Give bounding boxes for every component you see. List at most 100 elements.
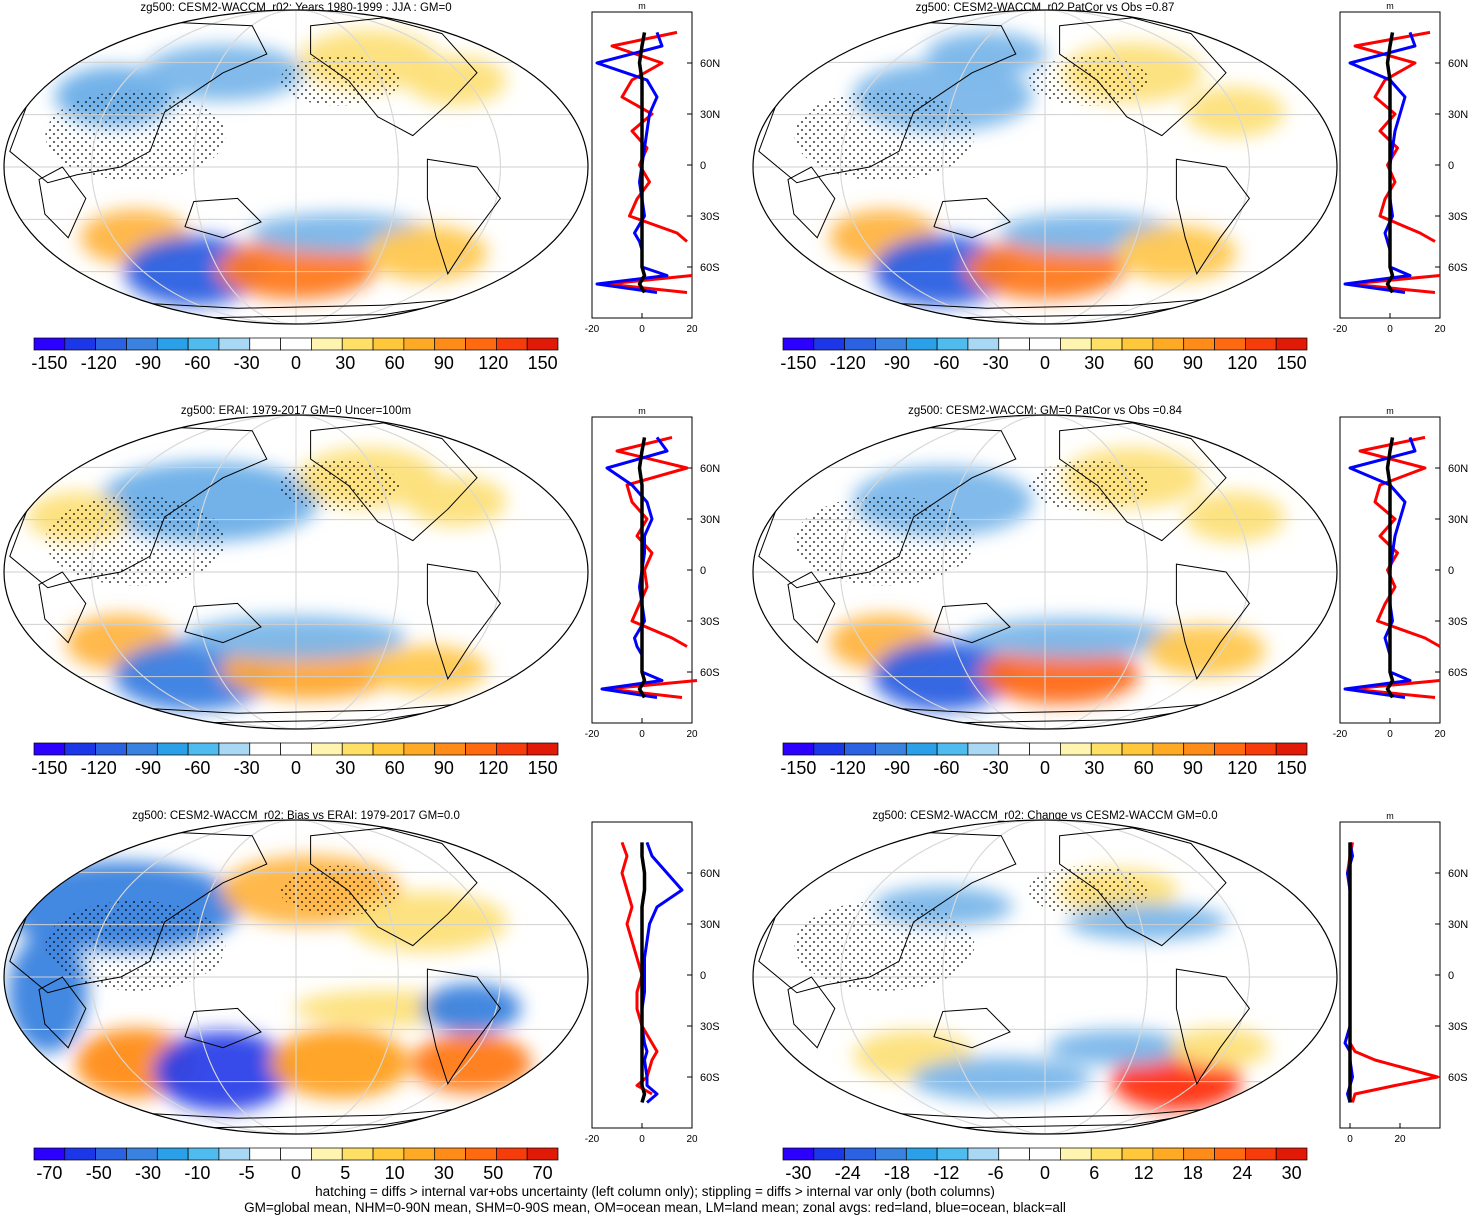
profile-ytick-label: 30N [700, 109, 720, 121]
field-anomaly [153, 1031, 293, 1112]
colorbar-tick-label: -90 [884, 758, 910, 778]
colorbar-swatch [95, 742, 127, 756]
colorbar-swatch [1121, 1147, 1154, 1161]
profile-ytick-label: 30N [1448, 919, 1468, 931]
coastline [933, 1007, 1011, 1049]
colorbar: -150 -120 -90 -60 -30 0 30 60 90 120 150 [780, 742, 1308, 778]
colorbar-tick-label: -24 [835, 1163, 861, 1183]
footer-note-hatching: hatching = diffs > internal var+obs unce… [315, 1184, 995, 1199]
coastline [787, 166, 836, 239]
profile-xtick-label: -20 [585, 1134, 600, 1145]
map-plot [3, 9, 589, 325]
colorbar-swatch [187, 337, 220, 351]
coastline [787, 976, 836, 1049]
colorbar-swatch [496, 1147, 528, 1161]
colorbar-swatch [1152, 742, 1185, 756]
colorbar-tick-label: -90 [135, 758, 161, 778]
colorbar-swatch [1121, 337, 1154, 351]
field-anomaly [964, 617, 1185, 658]
colorbar-tick-label: -30 [785, 1163, 811, 1183]
colorbar-tick-label: -10 [184, 1163, 210, 1183]
colorbar-tick-label: -150 [31, 353, 67, 373]
map-field [753, 415, 1337, 729]
map-field [4, 415, 588, 729]
stippling [1028, 460, 1149, 511]
colorbar-swatch [280, 337, 312, 351]
colorbar-swatch [434, 1147, 466, 1161]
colorbar-tick-label: -150 [780, 758, 816, 778]
profile-ytick-label: 0 [700, 970, 706, 982]
map-field [753, 10, 1337, 324]
colorbar-swatch [187, 742, 220, 756]
map-field [4, 10, 588, 324]
panel-bias: zg500: CESM2-WACCM_r02: Bias vs ERAI: 19… [3, 810, 720, 1183]
colorbar-swatch [311, 742, 343, 756]
profile-ytick-label: 0 [1448, 970, 1454, 982]
colorbar-tick-label: -6 [988, 1163, 1004, 1183]
panel-title: zg500: CESM2-WACCM_r02: Bias vs ERAI: 19… [132, 810, 460, 822]
colorbar-swatch [875, 337, 907, 351]
panel-title: zg500: CESM2-WACCM: GM=0 PatCor vs Obs =… [908, 405, 1182, 417]
zonal-profile: 60N 30N 0 30S 60S 0 20 m [1339, 811, 1468, 1145]
coastline [933, 197, 1011, 239]
colorbar-swatch [1152, 1147, 1185, 1161]
profile-ytick-label: 60S [1448, 1072, 1468, 1084]
colorbar-swatch [156, 1147, 189, 1161]
colorbar-tick-label: 0 [291, 1163, 301, 1183]
coastline [1059, 422, 1227, 542]
colorbar-tick-label: 0 [291, 353, 301, 373]
coastline [1175, 563, 1251, 680]
colorbar-swatch [1060, 1147, 1092, 1161]
longitude-gridline [942, 10, 1148, 324]
colorbar-tick-label: 0 [1040, 353, 1050, 373]
profile-ytick-label: 60N [1448, 463, 1468, 475]
profile-ytick-label: 60S [700, 667, 720, 679]
longitude-gridline [942, 415, 1148, 729]
colorbar-swatch [526, 337, 559, 351]
profile-ytick-label: 0 [1448, 160, 1454, 172]
profile-ytick-label: 60N [700, 58, 720, 70]
field-anomaly [269, 1028, 410, 1099]
colorbar-swatch [1029, 337, 1061, 351]
colorbar-swatch [33, 337, 66, 351]
longitude-gridline [840, 415, 1250, 729]
colorbar-swatch [782, 1147, 815, 1161]
field-anomaly [1116, 225, 1237, 282]
colorbar-tick-label: -60 [184, 758, 210, 778]
colorbar-tick-label: 30 [434, 1163, 454, 1183]
profile-land-line [1346, 842, 1439, 1103]
colorbar-swatch [1060, 337, 1092, 351]
colorbar-swatch [936, 742, 969, 756]
profile-ytick-label: 30N [700, 919, 720, 931]
profile-ytick-label: 0 [1448, 565, 1454, 577]
map-plot [752, 414, 1338, 730]
profile-ytick-label: 30S [700, 616, 720, 628]
colorbar-tick-label: 150 [1277, 758, 1307, 778]
stippling [45, 495, 226, 586]
stippling [794, 900, 975, 991]
field-contours [829, 31, 1285, 306]
colorbar: -30 -24 -18 -12 -6 0 6 12 18 24 30 [782, 1147, 1308, 1183]
coastline [310, 17, 478, 137]
colorbar-tick-label: 0 [291, 758, 301, 778]
field-anomaly [1048, 1029, 1188, 1066]
stippling [279, 55, 400, 106]
colorbar-tick-label: -30 [234, 758, 260, 778]
colorbar-tick-label: 30 [1084, 353, 1104, 373]
map-border [752, 414, 1338, 730]
colorbar-tick-label: 10 [385, 1163, 405, 1183]
field-anomaly [911, 1057, 1092, 1102]
profile-xtick-label: 20 [1394, 1134, 1406, 1145]
stippling [45, 900, 226, 991]
colorbar-swatch [905, 1147, 938, 1161]
colorbar-swatch [813, 1147, 845, 1161]
colorbar-tick-label: 30 [1282, 1163, 1302, 1183]
colorbar-tick-label: -30 [983, 758, 1009, 778]
colorbar-swatch [218, 1147, 251, 1161]
profile-land-line [620, 841, 659, 1096]
coastline [426, 563, 502, 680]
colorbar-tick-label: -120 [830, 758, 866, 778]
stippling [794, 495, 975, 586]
profile-all-line [637, 437, 647, 699]
zonal-profile: 60N 30N 0 30S 60S -20 0 20 m [585, 1, 720, 335]
